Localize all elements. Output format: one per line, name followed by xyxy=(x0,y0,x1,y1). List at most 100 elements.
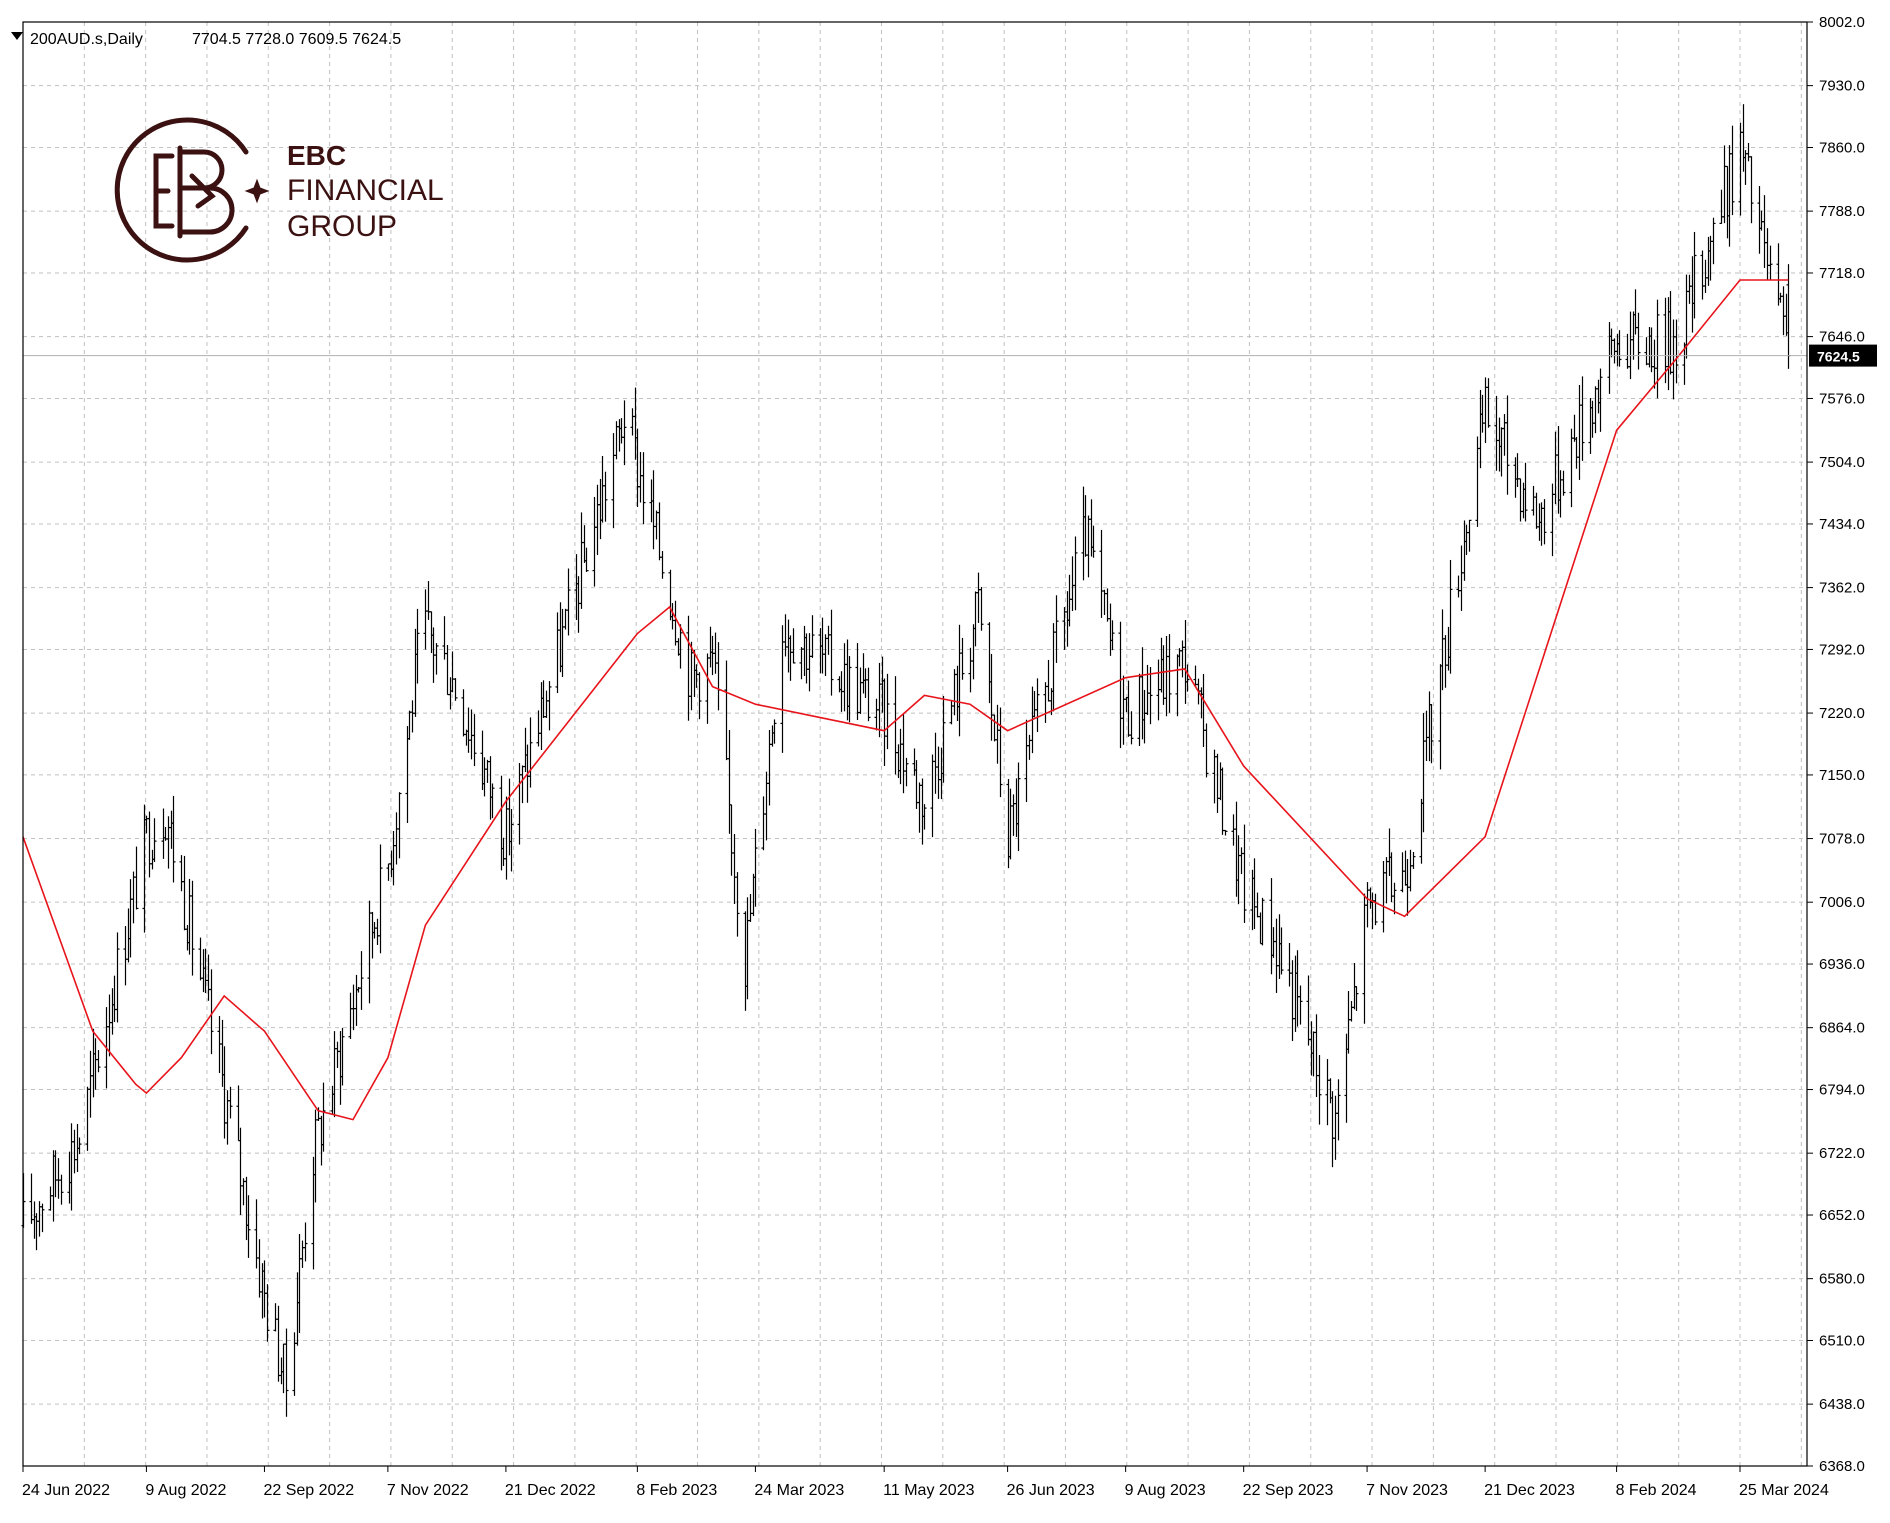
price-bar xyxy=(1598,368,1603,432)
price-bar xyxy=(1167,634,1172,713)
time-tick-label: 7 Nov 2022 xyxy=(387,1482,469,1499)
price-tick-label: 7006.0 xyxy=(1819,894,1865,911)
price-bar xyxy=(998,707,1003,798)
price-bar xyxy=(96,1050,101,1073)
price-bar xyxy=(1223,829,1228,836)
price-tick-label: 7646.0 xyxy=(1819,329,1865,346)
price-bar xyxy=(622,400,627,466)
time-tick-label: 24 Jun 2022 xyxy=(22,1482,110,1499)
price-bar xyxy=(697,672,702,720)
price-bar xyxy=(1354,986,1359,1011)
symbol-header[interactable]: 200AUD.s,Daily 7704.5 7728.0 7609.5 7624… xyxy=(11,31,401,48)
price-bar xyxy=(115,932,120,1023)
time-tick-label: 7 Nov 2023 xyxy=(1366,1482,1448,1499)
price-bar xyxy=(134,846,139,910)
price-bar xyxy=(1148,666,1153,725)
current-price-label: 7624.5 xyxy=(1817,349,1860,365)
price-bar xyxy=(1016,762,1021,852)
price-bar xyxy=(415,608,420,684)
price-bar xyxy=(641,452,646,525)
price-bar xyxy=(1467,519,1472,552)
price-tick-label: 7292.0 xyxy=(1819,641,1865,658)
logo-line-group: GROUP xyxy=(287,210,397,243)
price-bar xyxy=(246,1195,251,1258)
price-bar xyxy=(922,804,927,830)
price-bar xyxy=(434,643,439,675)
ebc-logo: EBC FINANCIAL GROUP xyxy=(114,117,444,263)
price-bar xyxy=(772,719,777,744)
price-bar xyxy=(1054,595,1059,663)
price-tick-label: 6794.0 xyxy=(1819,1082,1865,1099)
price-bar xyxy=(1448,559,1453,674)
ohlc-label: 7704.5 7728.0 7609.5 7624.5 xyxy=(192,31,401,48)
logo-line-financial: FINANCIAL xyxy=(287,174,444,207)
ebc-emblem-icon xyxy=(114,117,270,263)
dropdown-triangle-icon[interactable] xyxy=(11,32,23,40)
price-bar xyxy=(1486,378,1491,428)
price-tick-label: 6580.0 xyxy=(1819,1271,1865,1288)
grid xyxy=(23,22,1807,1466)
price-bar xyxy=(1073,536,1078,611)
price-bar xyxy=(265,1284,270,1342)
price-bar xyxy=(960,637,965,680)
price-bar xyxy=(1204,723,1209,778)
price-bar xyxy=(490,783,495,819)
price-bar xyxy=(171,795,176,883)
price-tick-label: 7930.0 xyxy=(1819,78,1865,95)
price-tick-label: 6864.0 xyxy=(1819,1020,1865,1037)
price-tick-label: 7150.0 xyxy=(1819,767,1865,784)
symbol-label: 200AUD.s,Daily xyxy=(30,31,143,48)
price-tick-label: 7576.0 xyxy=(1819,390,1865,407)
price-bar xyxy=(885,673,890,750)
price-bars xyxy=(21,104,1791,1417)
price-bar xyxy=(1317,1054,1322,1125)
price-bar xyxy=(1242,824,1247,923)
price-tick-label: 6722.0 xyxy=(1819,1145,1865,1162)
price-tick-label: 6368.0 xyxy=(1819,1458,1865,1475)
logo-line-ebc: EBC xyxy=(287,140,346,171)
price-bar xyxy=(603,471,608,522)
price-tick-label: 6438.0 xyxy=(1819,1396,1865,1413)
moving-average-line xyxy=(22,279,1789,1121)
price-bar xyxy=(1035,678,1040,733)
time-tick-label: 8 Feb 2023 xyxy=(636,1482,717,1499)
price-bar xyxy=(1373,893,1378,926)
price-tick-label: 6936.0 xyxy=(1819,956,1865,973)
price-bar xyxy=(1580,376,1585,461)
price-bar xyxy=(566,568,571,636)
price-bar xyxy=(40,1203,45,1233)
time-tick-label: 9 Aug 2023 xyxy=(1125,1482,1206,1499)
price-tick-label: 6652.0 xyxy=(1819,1207,1865,1224)
price-bar xyxy=(1636,312,1641,370)
price-bar xyxy=(59,1174,64,1205)
price-axis[interactable]: 8002.0 7930.0 7860.0 7788.0 7718.0 7646.0 7576… xyxy=(1807,14,1865,1475)
plot-frame xyxy=(22,21,1808,1467)
price-bar xyxy=(453,678,458,701)
price-bar xyxy=(209,969,214,1055)
price-tick-label: 7220.0 xyxy=(1819,705,1865,722)
price-bar xyxy=(829,609,834,696)
price-bar xyxy=(735,872,740,937)
price-bar xyxy=(1711,217,1716,265)
price-tick-label: 7860.0 xyxy=(1819,139,1865,156)
price-bar xyxy=(303,1222,308,1262)
price-bar xyxy=(1505,395,1510,495)
price-bar xyxy=(77,1137,82,1155)
price-bar xyxy=(979,586,984,631)
price-bar xyxy=(810,615,815,658)
price-bar xyxy=(1185,664,1190,692)
price-bar xyxy=(1749,156,1754,224)
time-tick-label: 25 Mar 2024 xyxy=(1739,1482,1829,1499)
price-bar xyxy=(791,628,796,664)
price-tick-label: 6510.0 xyxy=(1819,1333,1865,1350)
price-bar xyxy=(1110,620,1115,651)
price-tick-label: 7718.0 xyxy=(1819,265,1865,282)
price-bar xyxy=(584,547,589,572)
price-tick-label: 7504.0 xyxy=(1819,454,1865,471)
time-axis[interactable]: 24 Jun 2022 9 Aug 2022 22 Sep 2022 7 Nov 20… xyxy=(22,1466,1829,1499)
time-tick-label: 22 Sep 2023 xyxy=(1243,1482,1334,1499)
price-bar xyxy=(340,1027,345,1086)
